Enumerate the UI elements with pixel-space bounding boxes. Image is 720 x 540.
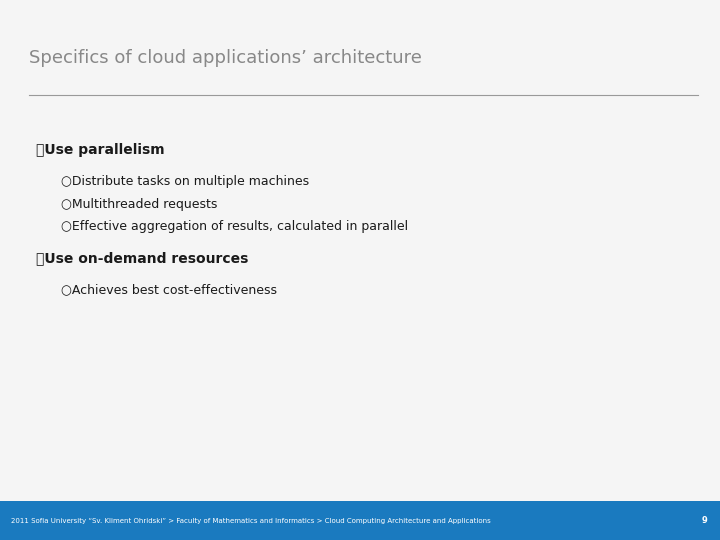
- Text: ○Multithreaded requests: ○Multithreaded requests: [61, 198, 217, 211]
- Bar: [0, 501, 720, 540]
- Text: ○Achieves best cost-effectiveness: ○Achieves best cost-effectiveness: [61, 283, 277, 296]
- Text: ⓿Use parallelism: ⓿Use parallelism: [36, 143, 165, 157]
- Text: 2011 Sofia University “Sv. Kliment Ohridski” > Faculty of Mathematics and Inform: 2011 Sofia University “Sv. Kliment Ohrid…: [11, 517, 490, 524]
- Text: ○Effective aggregation of results, calculated in parallel: ○Effective aggregation of results, calcu…: [61, 220, 408, 233]
- Text: ○Distribute tasks on multiple machines: ○Distribute tasks on multiple machines: [61, 175, 310, 188]
- Text: 9: 9: [702, 516, 708, 525]
- Text: Specifics of cloud applications’ architecture: Specifics of cloud applications’ archite…: [29, 49, 422, 66]
- Text: ⓿Use on-demand resources: ⓿Use on-demand resources: [36, 252, 248, 266]
